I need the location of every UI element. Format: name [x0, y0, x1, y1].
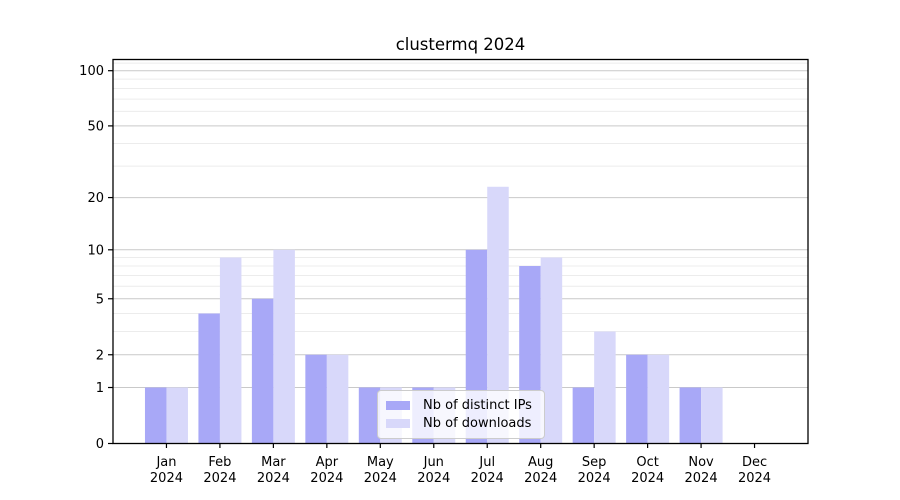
x-tick-label-month: Jun: [423, 455, 444, 470]
x-tick-label-year: 2024: [417, 471, 450, 486]
plot-border: [112, 58, 809, 445]
bar-sep-downloads: [594, 331, 616, 444]
x-tick-label-year: 2024: [738, 471, 771, 486]
bar-nov-distinct-ips: [679, 387, 702, 444]
x-tick-label-year: 2024: [364, 471, 397, 486]
x-tick-label-year: 2024: [257, 471, 290, 486]
bar-aug-downloads: [540, 257, 563, 444]
legend-label-downloads: Nb of downloads: [423, 415, 532, 431]
chart-title: clustermq 2024: [395, 35, 526, 54]
legend-swatch-downloads: [386, 418, 410, 428]
y-tick-label: 100: [79, 64, 104, 79]
x-tick-label-month: Nov: [688, 455, 714, 470]
x-tick-label-month: Apr: [316, 455, 339, 470]
x-tick-label-month: Dec: [742, 455, 767, 470]
x-tick-label-year: 2024: [631, 471, 664, 486]
y-tick-label: 50: [87, 119, 104, 134]
x-tick-label-month: Feb: [208, 455, 231, 470]
y-tick-label: 1: [96, 381, 104, 396]
x-tick-label-month: Jul: [478, 455, 495, 470]
x-tick-label-year: 2024: [471, 471, 504, 486]
y-tick-label: 2: [96, 348, 104, 363]
x-tick-label-month: Mar: [261, 455, 286, 470]
y-tick-label: 0: [96, 437, 104, 452]
bar-apr-distinct-ips: [305, 354, 327, 444]
y-tick-label: 10: [87, 243, 104, 258]
bar-sep-distinct-ips: [572, 387, 595, 444]
x-tick-label-year: 2024: [203, 471, 236, 486]
x-tick-label-month: Sep: [582, 455, 607, 470]
legend-item-distinct-ips: Nb of distinct IPs: [386, 398, 535, 413]
bar-nov-downloads: [701, 387, 723, 444]
bar-oct-distinct-ips: [626, 354, 648, 444]
bar-apr-downloads: [326, 354, 349, 444]
x-tick-label-month: May: [367, 455, 394, 470]
x-tick-label-year: 2024: [310, 471, 343, 486]
y-tick-label: 5: [96, 292, 104, 307]
x-tick-label-year: 2024: [150, 471, 183, 486]
bar-may-distinct-ips: [358, 387, 381, 444]
bar-jan-downloads: [166, 387, 188, 444]
legend-swatch-distinct-ips: [386, 401, 410, 411]
x-tick-label-year: 2024: [578, 471, 611, 486]
bar-mar-distinct-ips: [251, 298, 274, 444]
legend-item-downloads: Nb of downloads: [386, 416, 535, 431]
bar-feb-distinct-ips: [198, 313, 220, 444]
x-tick-label-month: Aug: [528, 455, 553, 470]
y-tick-label: 20: [87, 191, 104, 206]
bar-oct-downloads: [647, 354, 670, 444]
bar-jan-distinct-ips: [144, 387, 167, 444]
x-tick-label-year: 2024: [685, 471, 718, 486]
legend-label-distinct-ips: Nb of distinct IPs: [423, 398, 532, 414]
x-tick-label-month: Jan: [155, 455, 176, 470]
legend: Nb of distinct IPs Nb of downloads: [377, 390, 545, 439]
bar-jul-downloads: [487, 186, 509, 444]
x-tick-label-year: 2024: [524, 471, 557, 486]
x-tick-label-month: Oct: [636, 455, 658, 470]
bar-feb-downloads: [219, 257, 242, 444]
bar-mar-downloads: [273, 249, 295, 444]
